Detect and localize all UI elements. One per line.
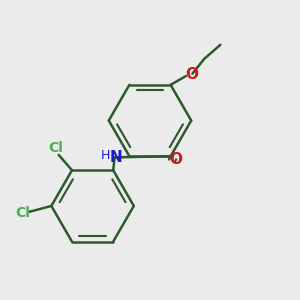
Text: H: H — [101, 149, 110, 162]
Text: Cl: Cl — [48, 142, 63, 155]
Text: O: O — [185, 67, 198, 82]
Text: O: O — [169, 152, 182, 167]
Text: N: N — [110, 150, 122, 165]
Text: Cl: Cl — [15, 206, 30, 220]
